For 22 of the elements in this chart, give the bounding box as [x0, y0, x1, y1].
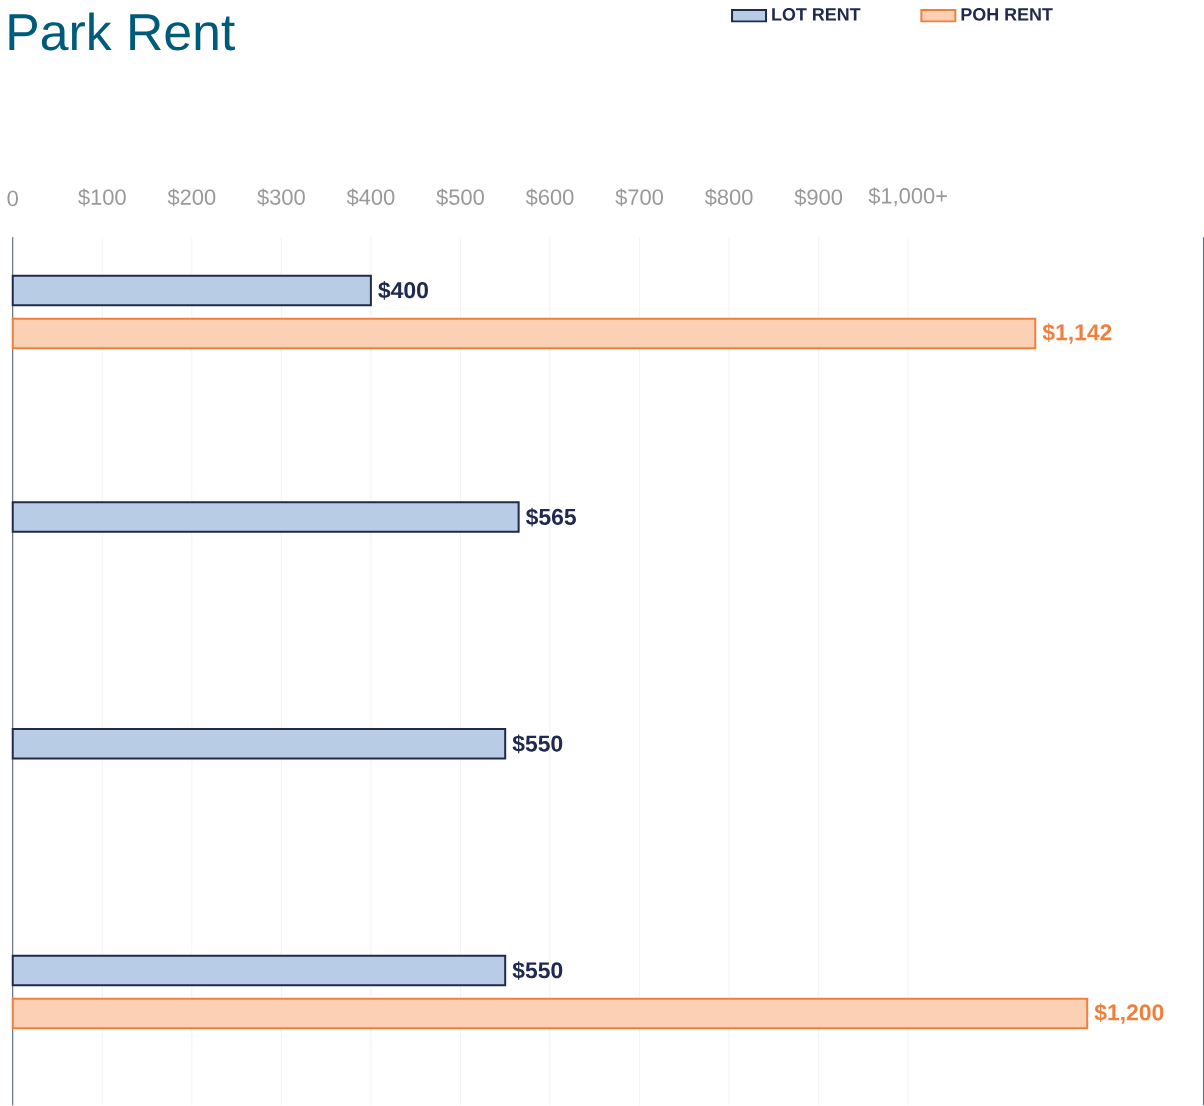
bar [11, 317, 1037, 350]
data-label: $1,200 [1094, 1003, 1164, 1024]
x-tick-label: $200 [167, 188, 216, 207]
data-label: $550 [512, 961, 563, 980]
x-tick-label: $600 [525, 188, 574, 207]
x-tick-label: $100 [78, 188, 126, 207]
bar [11, 997, 1089, 1030]
chart-title: Park Rent [9, 12, 235, 51]
x-tick-label: $700 [615, 188, 663, 207]
x-tick-label: 0 [7, 190, 18, 207]
x-tick-label: $1,000+ [868, 187, 947, 207]
legend-label: POH RENT [961, 8, 1053, 21]
x-tick-label: $900 [794, 188, 843, 207]
data-label: $565 [525, 507, 576, 527]
data-label: $1,142 [1042, 323, 1112, 344]
x-tick-label: $500 [436, 188, 484, 207]
x-tick-label: $400 [346, 188, 395, 207]
data-label: $400 [378, 281, 428, 300]
x-tick-label: $800 [704, 188, 753, 207]
legend-label: LOT RENT [772, 8, 861, 21]
x-tick-label: $300 [257, 188, 305, 207]
data-label: $550 [512, 734, 563, 754]
